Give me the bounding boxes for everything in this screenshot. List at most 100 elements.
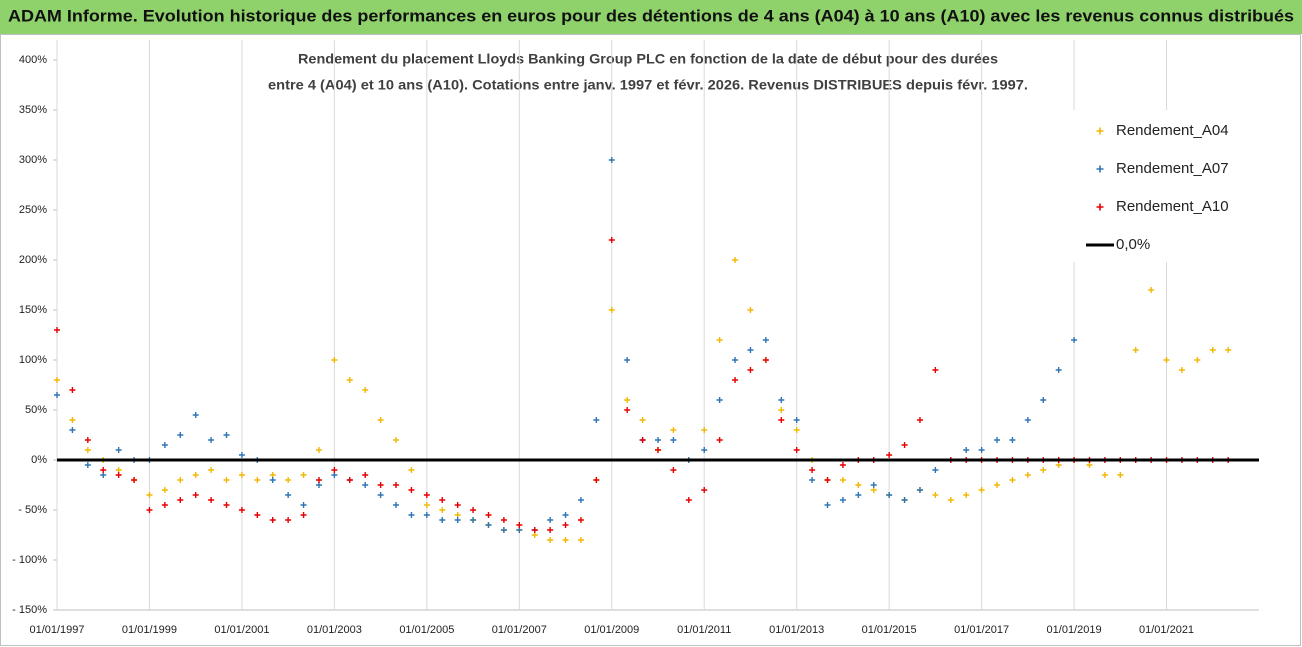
data-point: [1178, 367, 1185, 373]
data-point: [439, 517, 446, 523]
data-point: [1225, 347, 1232, 353]
data-point: [1024, 417, 1031, 423]
data-point: [716, 397, 723, 403]
y-tick-label: 300%: [19, 154, 47, 166]
data-point: [362, 387, 369, 393]
data-point: [1132, 347, 1139, 353]
data-point: [639, 417, 646, 423]
data-point: [732, 357, 739, 363]
data-point: [454, 502, 461, 508]
data-point: [824, 502, 831, 508]
data-point: [500, 517, 507, 523]
data-point: [809, 477, 816, 483]
data-point: [393, 502, 400, 508]
x-tick-label: 01/01/2009: [584, 624, 639, 636]
data-point: [994, 437, 1001, 443]
data-point: [470, 517, 477, 523]
x-tick-label: 01/01/1999: [122, 624, 177, 636]
data-point: [824, 477, 831, 483]
legend-marker: [1096, 127, 1104, 135]
data-point: [1009, 477, 1016, 483]
data-point: [131, 477, 138, 483]
legend-box: [1062, 110, 1258, 262]
data-point: [54, 377, 60, 383]
data-point: [238, 452, 245, 458]
header-bar: [0, 0, 1302, 34]
data-point: [408, 512, 415, 518]
data-point: [192, 492, 199, 498]
data-point: [577, 517, 584, 523]
data-point: [161, 502, 168, 508]
data-point: [547, 517, 554, 523]
data-point: [932, 492, 939, 498]
data-point: [608, 237, 615, 243]
data-point: [932, 367, 939, 373]
data-point: [315, 477, 322, 483]
data-point: [208, 437, 215, 443]
data-point: [1209, 347, 1216, 353]
chart-title: ADAM Informe. Evolution historique des p…: [8, 6, 1294, 25]
data-point: [577, 497, 584, 503]
data-point: [69, 387, 76, 393]
x-tick-label: 01/01/2015: [862, 624, 917, 636]
data-point: [547, 537, 554, 543]
data-point: [963, 447, 970, 453]
legend-label: Rendement_A07: [1116, 160, 1229, 177]
data-point: [593, 477, 600, 483]
y-tick-label: - 50%: [18, 504, 47, 516]
data-point: [932, 467, 939, 473]
data-point: [886, 492, 893, 498]
data-point: [285, 477, 292, 483]
data-point: [839, 462, 846, 468]
data-point: [300, 512, 307, 518]
data-point: [747, 367, 754, 373]
data-point: [269, 477, 276, 483]
data-point: [177, 477, 184, 483]
data-point: [177, 432, 184, 438]
legend-marker: [1096, 165, 1104, 173]
legend-marker: [1096, 203, 1104, 211]
data-point: [146, 492, 153, 498]
data-point: [84, 447, 91, 453]
data-point: [747, 307, 754, 313]
data-point: [901, 497, 908, 503]
legend-label: Rendement_A04: [1116, 122, 1229, 139]
x-tick-label: 01/01/2007: [492, 624, 547, 636]
data-point: [54, 327, 60, 333]
data-point: [192, 412, 199, 418]
y-tick-label: 100%: [19, 354, 47, 366]
data-point: [439, 497, 446, 503]
data-point: [485, 512, 492, 518]
data-point: [362, 472, 369, 478]
data-point: [562, 512, 569, 518]
data-point: [655, 437, 661, 443]
data-point: [362, 482, 369, 488]
data-point: [577, 537, 584, 543]
data-point: [670, 467, 677, 473]
data-point: [916, 417, 923, 423]
x-tick-label: 01/01/2019: [1047, 624, 1102, 636]
x-tick-label: 01/01/2021: [1139, 624, 1194, 636]
data-point: [978, 487, 985, 493]
x-tick-label: 01/01/2005: [399, 624, 454, 636]
data-point: [1009, 437, 1016, 443]
data-point: [1117, 472, 1124, 478]
data-point: [238, 507, 245, 513]
data-point: [454, 517, 461, 523]
x-tick-label: 01/01/2003: [307, 624, 362, 636]
data-point: [331, 357, 338, 363]
data-point: [161, 487, 168, 493]
data-point: [346, 377, 353, 383]
x-tick-label: 01/01/1997: [29, 624, 84, 636]
data-point: [916, 487, 923, 493]
data-point: [870, 482, 877, 488]
data-point: [208, 497, 215, 503]
data-point: [793, 427, 800, 433]
data-point: [716, 437, 723, 443]
data-point: [500, 527, 507, 533]
data-point: [84, 462, 91, 468]
data-point: [670, 437, 677, 443]
data-point: [793, 417, 800, 423]
data-point: [285, 492, 292, 498]
data-point: [839, 497, 846, 503]
